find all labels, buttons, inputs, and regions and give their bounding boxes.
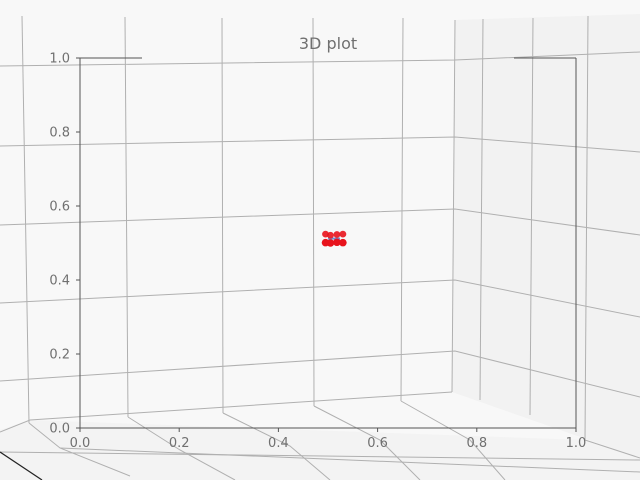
scatter-point (333, 231, 341, 238)
grid-line (221, 17, 224, 414)
grid-lines (0, 15, 640, 480)
scatter-point (326, 239, 335, 247)
back-pane (0, 0, 455, 392)
y-tick-label: 0.8 (49, 126, 70, 141)
grid-line (0, 136, 640, 153)
x-tick-label: 0.2 (169, 436, 190, 451)
x-tick-label: 0.8 (466, 436, 487, 451)
y-tick-label: 0.4 (49, 274, 70, 289)
y-tick-label: 1.0 (49, 52, 70, 67)
y-tick-label: 0.6 (49, 200, 70, 215)
grid-line (0, 391, 453, 433)
grid-line (21, 15, 30, 424)
grid-line (584, 439, 640, 459)
chart-title: 3D plot (299, 34, 357, 53)
grid-line (0, 350, 640, 398)
grid-line (59, 447, 640, 473)
grid-line (313, 405, 421, 480)
grid-line (0, 279, 640, 318)
scatter-point (339, 238, 347, 247)
z-axis-line (0, 451, 43, 480)
x-tick-label: 0.6 (367, 436, 388, 451)
y-ticks: 0.0 0.2 0.4 0.6 0.8 1.0 (49, 52, 80, 437)
grid-line (312, 17, 315, 407)
grid-line (0, 451, 640, 461)
grid-line (400, 17, 404, 402)
grid-line (124, 16, 129, 418)
axes-frame (79, 57, 577, 429)
scatter-point (339, 230, 347, 238)
grid-line (451, 19, 456, 393)
grid-line (400, 400, 506, 480)
grid-line (0, 51, 640, 67)
grid-line (222, 412, 331, 480)
right-pane (452, 14, 640, 458)
x-tick-label: 0.4 (268, 436, 289, 451)
grid-line (584, 15, 589, 441)
x-tick-label: 0.0 (70, 436, 91, 451)
y-tick-label: 0.2 (49, 348, 70, 363)
x-tick-label: 1.0 (566, 436, 587, 451)
x-ticks: 0.0 0.2 0.4 0.6 0.8 1.0 (70, 428, 587, 451)
scatter-point (327, 231, 334, 239)
y-tick-label: 0.0 (49, 422, 70, 437)
data-points (321, 230, 347, 247)
grid-line (529, 17, 534, 416)
scatter-point (333, 238, 341, 247)
grid-line (0, 208, 640, 236)
grid-line (479, 18, 484, 401)
